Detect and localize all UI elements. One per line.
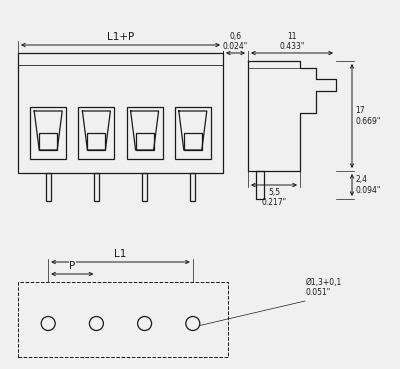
Text: Ø1,3+0,1
0.051": Ø1,3+0,1 0.051" — [306, 277, 342, 297]
Bar — [88, 133, 106, 150]
Text: P: P — [69, 261, 76, 271]
Bar — [190, 173, 195, 201]
Bar — [184, 133, 202, 150]
Bar — [18, 53, 223, 173]
Text: 0,6
0.024": 0,6 0.024" — [223, 32, 248, 51]
Text: L1+P: L1+P — [107, 32, 134, 42]
Bar — [39, 133, 57, 150]
Bar — [136, 133, 154, 150]
Bar — [175, 107, 211, 159]
Bar — [127, 107, 163, 159]
Bar — [30, 107, 66, 159]
Text: 2,4
0.094": 2,4 0.094" — [355, 175, 380, 195]
Text: L1: L1 — [114, 249, 127, 259]
Bar — [94, 173, 99, 201]
Bar — [18, 282, 228, 357]
Bar — [46, 173, 51, 201]
Bar — [78, 107, 114, 159]
Text: 5,5
0.217": 5,5 0.217" — [262, 188, 286, 207]
Text: 17
0.669": 17 0.669" — [355, 106, 380, 126]
Text: 11
0.433": 11 0.433" — [279, 32, 305, 51]
Bar — [256, 171, 264, 199]
Bar — [142, 173, 147, 201]
